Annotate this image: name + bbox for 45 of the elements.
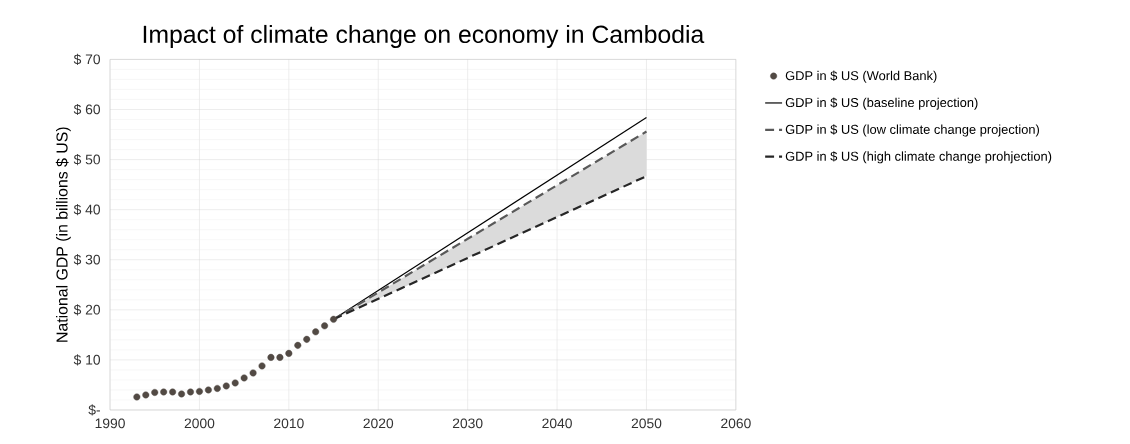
point: [240, 374, 248, 382]
x-tick-label: 2020: [363, 418, 394, 429]
x-tick-label: 2000: [184, 418, 215, 429]
point: [222, 382, 230, 390]
y-tick-label: $ 70: [73, 53, 101, 66]
point: [204, 386, 212, 394]
point: [160, 388, 168, 396]
point: [178, 390, 186, 398]
y-tick-label: $-: [88, 404, 100, 416]
legend-label: GDP in $ US (high climate change prohjection): [785, 151, 1052, 164]
legend-label: GDP in $ US (baseline projection): [785, 97, 978, 110]
y-tick-label: $ 60: [73, 104, 101, 116]
y-tick-label: $ 20: [73, 304, 101, 316]
point: [213, 385, 221, 393]
legend-label: GDP in $ US (World Bank): [785, 70, 937, 83]
point: [285, 350, 293, 358]
x-tick-label: 2040: [542, 418, 572, 429]
chart-title: Impact of climate change on economy in Cambodia: [143, 25, 705, 49]
point: [187, 388, 194, 396]
y-tick-label: $ 40: [73, 204, 101, 216]
point: [151, 389, 159, 397]
point: [169, 388, 177, 396]
point: [303, 336, 311, 343]
point: [231, 379, 239, 387]
legend-label: GDP in $ US (low climate change projection): [785, 124, 1040, 137]
y-tick-label: $ 30: [73, 254, 101, 266]
point: [294, 342, 302, 350]
point: [195, 388, 203, 396]
point: [330, 316, 338, 323]
y-axis-title: National GDP (in billions $ US): [55, 127, 71, 342]
x-tick-label: 1990: [95, 418, 125, 429]
x-tick-label: 2050: [631, 418, 662, 429]
x-tick-label: 2010: [274, 418, 304, 429]
point: [142, 391, 150, 399]
x-tick-label: 2030: [452, 418, 483, 429]
point: [249, 369, 257, 377]
point: [276, 354, 284, 362]
x-tick-label: 2060: [721, 418, 751, 429]
y-tick-label: $ 10: [73, 354, 101, 366]
point: [133, 393, 141, 401]
point: [312, 328, 320, 336]
point: [267, 354, 275, 362]
point: [321, 322, 329, 330]
point: [258, 362, 266, 370]
y-tick-label: $ 50: [73, 154, 101, 166]
